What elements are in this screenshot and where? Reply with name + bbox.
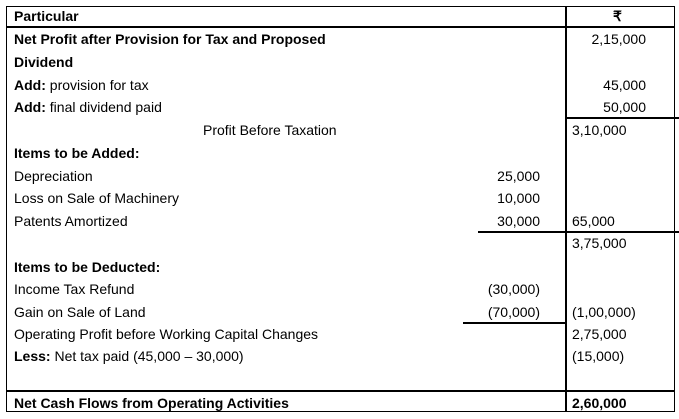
less-tax-label: Less: Net tax paid (45,000 – 30,000) [14, 347, 244, 365]
underline [463, 322, 566, 324]
add-dividend-text: final dividend paid [45, 99, 162, 115]
added-total: 65,000 [572, 213, 615, 229]
net-profit-amount: 2,15,000 [591, 31, 647, 47]
total-divider [6, 390, 675, 392]
column-divider [565, 6, 567, 412]
less-tax-text: Net tax paid (45,000 – 30,000) [50, 348, 244, 364]
gain-land-amount: (70,000) [487, 304, 540, 320]
add-prefix: Add: [14, 99, 46, 115]
depreciation-label: Depreciation [14, 168, 93, 184]
less-prefix: Less: [14, 348, 51, 364]
add-tax-text: provision for tax [45, 77, 149, 93]
less-tax-amount: (15,000) [572, 348, 625, 364]
net-profit-label-cont: Dividend [14, 54, 74, 70]
add-tax-amount: 45,000 [603, 77, 646, 93]
pbt-amount: 3,10,000 [572, 122, 627, 138]
net-cash-label: Net Cash Flows from Operating Activities [14, 395, 289, 411]
tax-refund-label: Income Tax Refund [14, 281, 135, 297]
add-dividend-label: Add: final dividend paid [14, 98, 162, 116]
add-dividend-amount: 50,000 [603, 99, 646, 115]
tax-refund-amount: (30,000) [487, 281, 540, 297]
cash-flow-table [6, 6, 675, 412]
header-currency: ₹ [613, 8, 622, 24]
underline [478, 231, 679, 233]
net-profit-label: Net Profit after Provision for Tax and P… [14, 31, 326, 47]
depreciation-amount: 25,000 [497, 168, 540, 184]
items-added-heading: Items to be Added: [14, 145, 140, 161]
deducted-total: (1,00,000) [572, 304, 636, 320]
subtotal: 3,75,000 [572, 235, 627, 251]
header-divider [6, 26, 675, 28]
header-particular: Particular [14, 8, 79, 24]
add-tax-label: Add: provision for tax [14, 76, 149, 94]
gain-land-label: Gain on Sale of Land [14, 304, 146, 320]
add-prefix: Add: [14, 77, 46, 93]
pbt-label: Profit Before Taxation [203, 122, 337, 138]
loss-machinery-label: Loss on Sale of Machinery [14, 190, 179, 206]
patents-label: Patents Amortized [14, 213, 128, 229]
items-deducted-heading: Items to be Deducted: [14, 259, 161, 275]
op-profit-label: Operating Profit before Working Capital … [14, 326, 319, 342]
underline [565, 117, 679, 119]
op-profit-amount: 2,75,000 [572, 326, 627, 342]
patents-amount: 30,000 [497, 213, 540, 229]
loss-machinery-amount: 10,000 [497, 190, 540, 206]
net-cash-amount: 2,60,000 [572, 395, 627, 411]
